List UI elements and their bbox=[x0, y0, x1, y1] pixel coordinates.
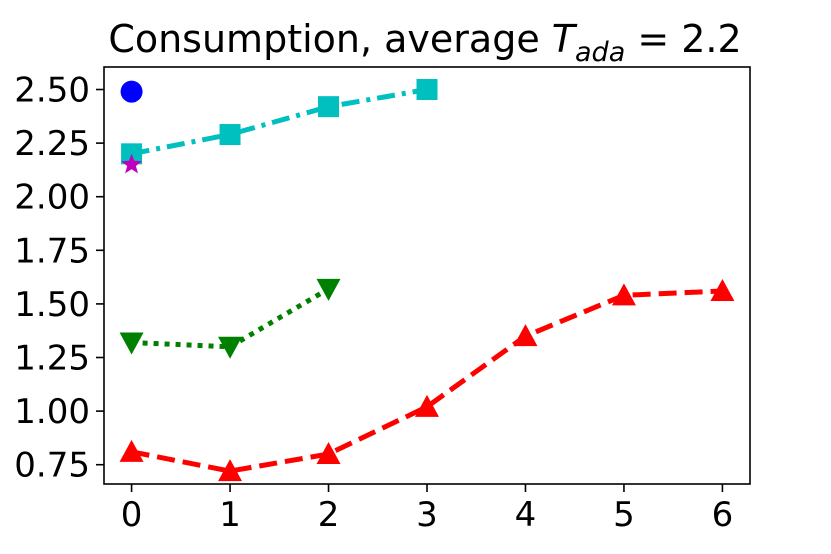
x-tick-label: 3 bbox=[416, 495, 438, 535]
data-point-red-triangle-up bbox=[513, 324, 538, 347]
x-tick-label: 2 bbox=[318, 495, 340, 535]
x-tick-label: 1 bbox=[219, 495, 241, 535]
x-axis: 0 1 2 3 4 5 6 bbox=[121, 484, 733, 535]
chart-title-suffix: = 2.2 bbox=[625, 17, 741, 61]
data-point-green-triangle-down bbox=[316, 278, 341, 301]
data-point-red-triangle-up bbox=[611, 283, 636, 306]
chart-title-symbol: T bbox=[552, 17, 578, 61]
chart-title-prefix: Consumption, average bbox=[108, 17, 551, 61]
series-blue-circle bbox=[120, 80, 143, 103]
y-tick-label: 0.75 bbox=[14, 446, 90, 486]
x-tick-label: 4 bbox=[515, 495, 537, 535]
data-point-red-triangle-up bbox=[316, 441, 341, 464]
data-point-cyan-square bbox=[318, 96, 340, 118]
x-tick-label: 0 bbox=[121, 495, 143, 535]
y-axis: 0.75 1.00 1.25 1.50 1.75 2.00 2.25 2.50 bbox=[14, 71, 104, 486]
data-point-green-triangle-down bbox=[218, 336, 243, 359]
series-magenta-star bbox=[121, 153, 142, 174]
series-cyan-square bbox=[121, 79, 438, 165]
data-point-red-triangle-up bbox=[415, 394, 439, 417]
data-point-cyan-square bbox=[219, 124, 241, 146]
chart-title-subscript: ada bbox=[575, 37, 625, 68]
data-point-cyan-square bbox=[416, 79, 438, 101]
series-line-cyan-square bbox=[131, 87, 428, 157]
data-point-red-triangle-up bbox=[218, 459, 243, 482]
data-point-green-triangle-down bbox=[119, 332, 144, 355]
y-tick-label: 1.00 bbox=[14, 392, 90, 432]
data-point-magenta-star bbox=[121, 153, 142, 174]
y-tick-label: 2.50 bbox=[14, 71, 90, 111]
series-red-triangle-up bbox=[119, 279, 735, 482]
y-tick-label: 1.50 bbox=[14, 285, 90, 325]
chart-title: Consumption, average Tada = 2.2 bbox=[108, 17, 741, 68]
y-tick-label: 2.25 bbox=[14, 124, 90, 164]
series-green-triangle-down bbox=[119, 278, 341, 359]
data-point-blue-circle bbox=[120, 80, 143, 103]
series-layer bbox=[119, 79, 735, 482]
plot-area-frame bbox=[103, 66, 751, 485]
y-tick-label: 2.00 bbox=[14, 178, 90, 218]
x-tick-label: 5 bbox=[613, 495, 635, 535]
x-tick-label: 6 bbox=[712, 495, 734, 535]
y-tick-label: 1.75 bbox=[14, 231, 90, 271]
y-tick-label: 1.25 bbox=[14, 339, 90, 379]
data-point-red-triangle-up bbox=[710, 279, 735, 302]
data-point-red-triangle-up bbox=[119, 439, 144, 462]
series-line-red-triangle-up bbox=[131, 288, 723, 474]
